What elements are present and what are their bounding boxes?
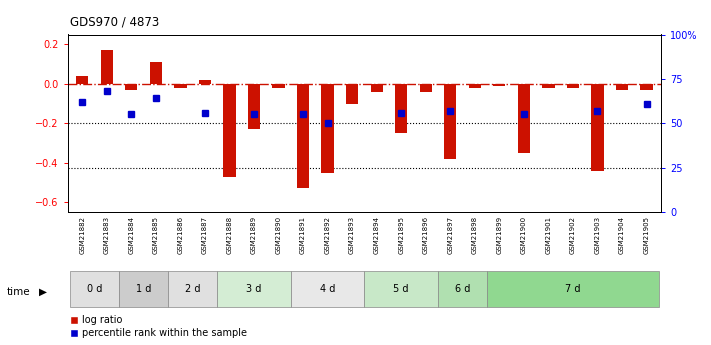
Bar xyxy=(395,84,407,133)
Bar xyxy=(641,84,653,90)
Bar xyxy=(364,271,438,307)
Bar xyxy=(101,50,113,84)
Bar xyxy=(174,84,186,88)
Text: GSM21886: GSM21886 xyxy=(177,216,183,254)
Bar xyxy=(493,84,506,86)
Bar xyxy=(119,271,168,307)
Text: 3 d: 3 d xyxy=(246,284,262,294)
Text: GSM21900: GSM21900 xyxy=(521,216,527,254)
Bar xyxy=(291,271,364,307)
Text: GSM21896: GSM21896 xyxy=(423,216,429,254)
Bar xyxy=(321,84,333,173)
Text: 1 d: 1 d xyxy=(136,284,151,294)
Bar xyxy=(616,84,628,90)
Text: GSM21898: GSM21898 xyxy=(472,216,478,254)
Bar xyxy=(469,84,481,88)
Text: time: time xyxy=(7,287,31,296)
Text: GSM21885: GSM21885 xyxy=(153,216,159,254)
Text: GSM21897: GSM21897 xyxy=(447,216,453,254)
Text: GSM21904: GSM21904 xyxy=(619,216,625,254)
Bar xyxy=(272,84,284,88)
Text: GSM21894: GSM21894 xyxy=(374,216,380,254)
Text: GSM21888: GSM21888 xyxy=(227,216,232,254)
Text: GSM21890: GSM21890 xyxy=(276,216,282,254)
Text: GSM21903: GSM21903 xyxy=(594,216,601,254)
Text: GSM21905: GSM21905 xyxy=(643,216,650,254)
Bar xyxy=(70,271,119,307)
Text: GSM21887: GSM21887 xyxy=(202,216,208,254)
Text: 4 d: 4 d xyxy=(320,284,336,294)
Text: GSM21901: GSM21901 xyxy=(545,216,552,254)
Text: 2 d: 2 d xyxy=(185,284,201,294)
Bar xyxy=(168,271,217,307)
Text: GSM21893: GSM21893 xyxy=(349,216,355,254)
Bar xyxy=(542,84,555,88)
Bar xyxy=(199,80,211,84)
Bar xyxy=(125,84,137,90)
Bar xyxy=(150,62,162,84)
Text: 5 d: 5 d xyxy=(393,284,409,294)
Text: GSM21895: GSM21895 xyxy=(398,216,404,254)
Text: GDS970 / 4873: GDS970 / 4873 xyxy=(70,16,159,29)
Text: GSM21883: GSM21883 xyxy=(104,216,109,254)
Bar xyxy=(217,271,291,307)
Text: 6 d: 6 d xyxy=(455,284,470,294)
Text: GSM21902: GSM21902 xyxy=(570,216,576,254)
Text: 0 d: 0 d xyxy=(87,284,102,294)
Bar xyxy=(438,271,487,307)
Bar xyxy=(487,271,659,307)
Bar xyxy=(248,84,260,129)
Text: GSM21891: GSM21891 xyxy=(300,216,306,254)
Text: GSM21882: GSM21882 xyxy=(79,216,85,254)
Text: ▶: ▶ xyxy=(39,287,47,296)
Bar xyxy=(518,84,530,153)
Text: GSM21889: GSM21889 xyxy=(251,216,257,254)
Text: 7 d: 7 d xyxy=(565,284,581,294)
Text: GSM21899: GSM21899 xyxy=(496,216,502,254)
Text: GSM21892: GSM21892 xyxy=(325,216,331,254)
Legend: log ratio, percentile rank within the sample: log ratio, percentile rank within the sa… xyxy=(69,315,247,338)
Bar xyxy=(370,84,383,92)
Bar xyxy=(592,84,604,171)
Bar xyxy=(419,84,432,92)
Bar xyxy=(297,84,309,188)
Bar xyxy=(346,84,358,104)
Bar xyxy=(223,84,235,177)
Bar xyxy=(567,84,579,88)
Bar xyxy=(444,84,456,159)
Bar xyxy=(76,76,88,84)
Text: GSM21884: GSM21884 xyxy=(128,216,134,254)
